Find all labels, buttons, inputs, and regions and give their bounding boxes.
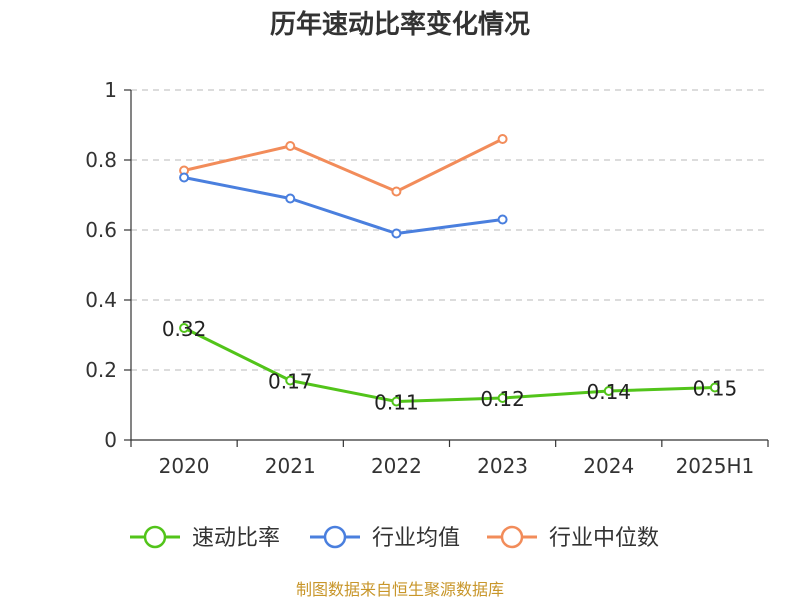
y-tick-label: 0.6	[85, 218, 117, 242]
data-point[interactable]	[285, 375, 296, 386]
y-tick-label: 0	[104, 428, 117, 452]
grid-lines	[131, 89, 768, 371]
series-line	[183, 176, 503, 235]
source-note: 制图数据来自恒生聚源数据库	[296, 580, 504, 599]
y-tick-label: 0.4	[85, 288, 117, 312]
y-tick-label: 0.8	[85, 148, 117, 172]
chart-title: 历年速动比率变化情况	[270, 9, 530, 40]
data-point[interactable]	[709, 382, 720, 393]
data-point[interactable]	[179, 172, 190, 183]
data-point[interactable]	[391, 186, 402, 197]
data-label: 0.12	[480, 387, 525, 411]
legend-item[interactable]: 行业均值	[310, 525, 460, 551]
x-tick-label: 2022	[371, 454, 422, 478]
series-line	[183, 137, 504, 193]
y-tick-label: 0.2	[85, 358, 117, 382]
legend-marker-icon	[143, 525, 167, 549]
data-label: 0.15	[693, 377, 738, 401]
data-label: 0.11	[374, 391, 419, 415]
data-point[interactable]	[497, 134, 508, 144]
legend-marker-icon	[500, 525, 524, 549]
data-point[interactable]	[285, 141, 296, 151]
x-tick-label: 2024	[583, 454, 634, 478]
data-point[interactable]	[285, 193, 296, 204]
axes: 0 0.2 0.4 0.6 0.8 1 2020 2021 2022 2023 2024 2025H1	[85, 78, 769, 478]
data-labels: 0.32 0.17 0.11 0.12 0.14 0.15	[162, 317, 737, 415]
legend-marker-icon	[323, 525, 347, 549]
data-point[interactable]	[391, 228, 402, 239]
data-label: 0.17	[268, 370, 313, 394]
y-tick-label: 1	[104, 78, 117, 102]
legend: 速动比率 行业均值 行业中位数	[130, 525, 659, 551]
series-layer	[179, 134, 720, 407]
legend-item[interactable]: 速动比率	[130, 525, 280, 551]
x-tick-label: 2020	[159, 454, 210, 478]
data-label: 0.14	[586, 380, 631, 404]
data-point[interactable]	[391, 396, 402, 407]
x-tick-label: 2021	[265, 454, 316, 478]
legend-item[interactable]: 行业中位数	[487, 525, 659, 551]
data-point[interactable]	[497, 393, 508, 403]
data-point[interactable]	[179, 323, 190, 333]
x-tick-label: 2025H1	[676, 454, 755, 478]
legend-label: 行业中位数	[549, 526, 659, 551]
x-tick-label: 2023	[477, 454, 528, 478]
data-label: 0.32	[162, 317, 207, 341]
legend-label: 速动比率	[192, 526, 280, 551]
data-point[interactable]	[603, 386, 614, 396]
series-line	[183, 326, 715, 403]
data-point[interactable]	[497, 214, 508, 225]
legend-label: 行业均值	[372, 526, 460, 551]
